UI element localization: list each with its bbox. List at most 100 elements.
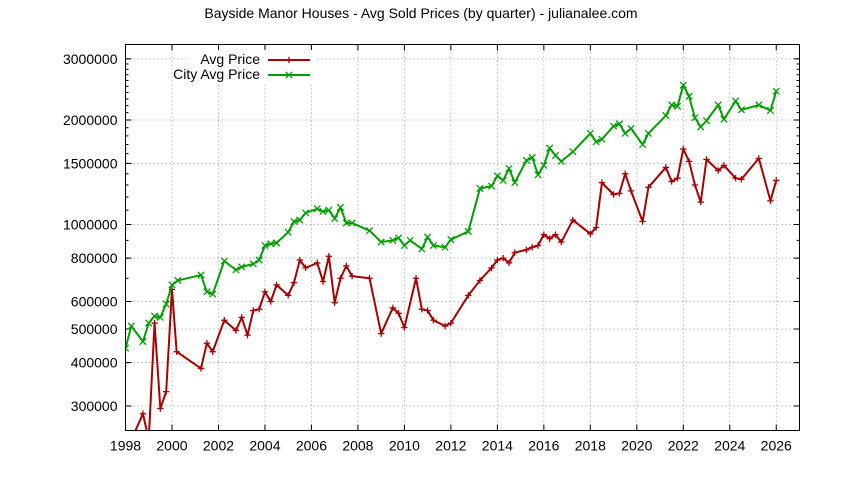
data-point-city-avg-price: [691, 114, 699, 122]
data-point-city-avg-price: [319, 207, 327, 216]
data-point-city-avg-price: [127, 322, 135, 330]
y-tick-label: 1500000: [63, 155, 118, 171]
data-point-city-avg-price: [609, 122, 618, 130]
x-tick-label: 1998: [110, 438, 141, 454]
data-point-city-avg-price: [174, 276, 182, 285]
data-point-city-avg-price: [447, 235, 455, 244]
data-point-city-avg-price: [441, 243, 449, 251]
y-tick-label: 400000: [71, 355, 118, 371]
data-point-city-avg-price: [208, 290, 217, 298]
x-tick-label: 2010: [389, 438, 420, 454]
x-tick-label: 2002: [203, 438, 234, 454]
data-point-city-avg-price: [313, 205, 321, 213]
x-tick-label: 2008: [342, 438, 373, 454]
data-point-city-avg-price: [534, 171, 542, 179]
data-point-city-avg-price: [720, 115, 728, 123]
data-point-city-avg-price: [662, 111, 670, 120]
data-point-city-avg-price: [290, 217, 298, 226]
data-point-city-avg-price: [365, 226, 374, 235]
data-point-city-avg-price: [331, 214, 339, 223]
data-point-city-avg-price: [125, 347, 130, 352]
data-point-city-avg-price: [697, 123, 705, 131]
data-point-city-avg-price: [342, 219, 350, 227]
data-point-city-avg-price: [668, 101, 676, 109]
data-point-city-avg-price: [267, 240, 275, 248]
data-point-city-avg-price: [551, 151, 560, 160]
series-layer: [125, 81, 780, 431]
data-point-city-avg-price: [644, 129, 653, 138]
data-point-city-avg-price: [389, 236, 397, 245]
data-point-city-avg-price: [377, 238, 385, 246]
data-point-city-avg-price: [301, 209, 310, 217]
data-point-city-avg-price: [197, 271, 205, 279]
data-point-city-avg-price: [255, 256, 263, 264]
data-point-city-avg-price: [557, 157, 565, 166]
data-point-city-avg-price: [685, 92, 693, 100]
x-tick-label: 2026: [761, 438, 792, 454]
data-point-city-avg-price: [220, 257, 228, 265]
data-point-city-avg-price: [737, 106, 746, 114]
legend-label-avg-price: Avg Price: [200, 51, 260, 67]
data-point-city-avg-price: [418, 245, 426, 253]
y-tick-label: 600000: [71, 294, 118, 310]
x-tick-label: 2004: [249, 438, 280, 454]
x-tick-label: 2014: [482, 438, 513, 454]
legend-label-city-avg-price: City Avg Price: [173, 66, 260, 82]
chart-title: Bayside Manor Houses - Avg Sold Prices (…: [204, 5, 637, 21]
data-point-city-avg-price: [296, 216, 304, 224]
data-point-city-avg-price: [336, 203, 345, 212]
x-tick-label: 2024: [714, 438, 745, 454]
data-point-city-avg-price: [755, 101, 763, 109]
data-point-city-avg-price: [284, 228, 292, 236]
data-point-city-avg-price: [125, 344, 130, 350]
data-point-city-avg-price: [505, 164, 513, 173]
data-point-city-avg-price: [272, 239, 281, 247]
x-tick-label: 2016: [528, 438, 559, 454]
y-tick-label: 1000000: [63, 216, 118, 232]
data-point-city-avg-price: [528, 153, 536, 162]
data-point-city-avg-price: [168, 281, 176, 289]
data-point-city-avg-price: [232, 266, 240, 274]
data-point-city-avg-price: [621, 129, 629, 138]
data-point-city-avg-price: [679, 81, 687, 89]
data-point-city-avg-price: [569, 148, 577, 156]
legend-background: [190, 50, 316, 84]
legend-marker-city-avg-price: [285, 71, 293, 79]
data-point-city-avg-price: [406, 236, 414, 245]
data-point-city-avg-price: [511, 178, 519, 187]
data-point-city-avg-price: [586, 129, 594, 138]
plot-frame: [125, 44, 800, 431]
data-point-city-avg-price: [162, 300, 170, 308]
y-tick-label: 300000: [71, 398, 118, 414]
data-point-city-avg-price: [545, 144, 554, 152]
x-tick-label: 2000: [156, 438, 187, 454]
data-point-city-avg-price: [238, 263, 246, 271]
data-point-city-avg-price: [627, 124, 635, 133]
y-tick-label: 800000: [71, 250, 118, 266]
series-city-avg-price: [125, 81, 780, 352]
data-point-city-avg-price: [540, 161, 548, 170]
data-point-city-avg-price: [325, 206, 333, 214]
data-point-city-avg-price: [714, 101, 722, 109]
data-point-city-avg-price: [522, 156, 531, 165]
y-axis-tick-labels: 300000 400000 500000 600000 800000 1000000 150…: [63, 51, 118, 414]
data-point-city-avg-price: [249, 260, 257, 268]
data-point-city-avg-price: [499, 176, 507, 185]
data-point-city-avg-price: [731, 97, 740, 105]
data-point-city-avg-price: [615, 120, 624, 128]
data-point-city-avg-price: [400, 241, 409, 250]
y-tick-label: 500000: [71, 321, 118, 337]
x-axis-tick-labels: 1998 2000 2002 2004 2006 2008 2010 2012 2014 2016…: [110, 438, 792, 454]
x-tick-label: 2012: [435, 438, 466, 454]
data-point-city-avg-price: [139, 337, 147, 346]
data-point-city-avg-price: [476, 184, 484, 193]
y-tick-label: 2000000: [63, 112, 118, 128]
data-point-city-avg-price: [394, 234, 403, 242]
data-point-city-avg-price: [464, 227, 472, 236]
data-point-city-avg-price: [598, 135, 606, 143]
data-point-city-avg-price: [203, 288, 211, 296]
x-tick-label: 2018: [575, 438, 606, 454]
data-point-city-avg-price: [423, 233, 432, 241]
y-tick-label: 3000000: [63, 51, 118, 67]
data-point-city-avg-price: [348, 219, 356, 227]
